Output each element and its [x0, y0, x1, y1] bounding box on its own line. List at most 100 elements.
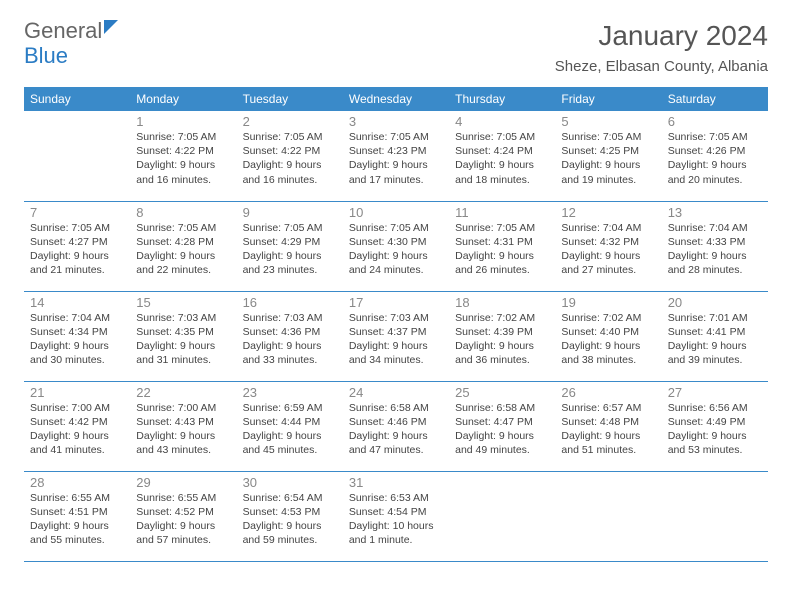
weekday-header: Monday: [130, 87, 236, 111]
calendar-day-cell: 13Sunrise: 7:04 AMSunset: 4:33 PMDayligh…: [662, 201, 768, 291]
day-number: 21: [30, 385, 124, 400]
day-details: Sunrise: 7:05 AMSunset: 4:25 PMDaylight:…: [561, 130, 655, 187]
calendar-day-cell: 17Sunrise: 7:03 AMSunset: 4:37 PMDayligh…: [343, 291, 449, 381]
calendar-week-row: 7Sunrise: 7:05 AMSunset: 4:27 PMDaylight…: [24, 201, 768, 291]
month-title: January 2024: [555, 20, 768, 52]
calendar-day-cell: 19Sunrise: 7:02 AMSunset: 4:40 PMDayligh…: [555, 291, 661, 381]
day-details: Sunrise: 6:54 AMSunset: 4:53 PMDaylight:…: [243, 491, 337, 548]
day-details: Sunrise: 6:57 AMSunset: 4:48 PMDaylight:…: [561, 401, 655, 458]
day-details: Sunrise: 7:03 AMSunset: 4:36 PMDaylight:…: [243, 311, 337, 368]
calendar-week-row: 21Sunrise: 7:00 AMSunset: 4:42 PMDayligh…: [24, 381, 768, 471]
weekday-header: Sunday: [24, 87, 130, 111]
calendar-day-cell: [662, 471, 768, 561]
day-number: 7: [30, 205, 124, 220]
calendar-day-cell: 1Sunrise: 7:05 AMSunset: 4:22 PMDaylight…: [130, 111, 236, 201]
day-number: 30: [243, 475, 337, 490]
calendar-day-cell: 5Sunrise: 7:05 AMSunset: 4:25 PMDaylight…: [555, 111, 661, 201]
day-details: Sunrise: 7:05 AMSunset: 4:22 PMDaylight:…: [243, 130, 337, 187]
day-details: Sunrise: 7:00 AMSunset: 4:42 PMDaylight:…: [30, 401, 124, 458]
day-details: Sunrise: 7:02 AMSunset: 4:40 PMDaylight:…: [561, 311, 655, 368]
day-number: 29: [136, 475, 230, 490]
day-details: Sunrise: 7:05 AMSunset: 4:31 PMDaylight:…: [455, 221, 549, 278]
calendar-day-cell: [24, 111, 130, 201]
calendar-day-cell: 9Sunrise: 7:05 AMSunset: 4:29 PMDaylight…: [237, 201, 343, 291]
calendar-week-row: 28Sunrise: 6:55 AMSunset: 4:51 PMDayligh…: [24, 471, 768, 561]
calendar-day-cell: 2Sunrise: 7:05 AMSunset: 4:22 PMDaylight…: [237, 111, 343, 201]
day-number: 26: [561, 385, 655, 400]
day-number: 1: [136, 114, 230, 129]
day-number: 17: [349, 295, 443, 310]
calendar-day-cell: 29Sunrise: 6:55 AMSunset: 4:52 PMDayligh…: [130, 471, 236, 561]
calendar-day-cell: [555, 471, 661, 561]
day-number: 18: [455, 295, 549, 310]
day-details: Sunrise: 7:03 AMSunset: 4:37 PMDaylight:…: [349, 311, 443, 368]
day-number: 28: [30, 475, 124, 490]
day-number: 11: [455, 205, 549, 220]
day-details: Sunrise: 7:05 AMSunset: 4:30 PMDaylight:…: [349, 221, 443, 278]
calendar-day-cell: 6Sunrise: 7:05 AMSunset: 4:26 PMDaylight…: [662, 111, 768, 201]
calendar-day-cell: 22Sunrise: 7:00 AMSunset: 4:43 PMDayligh…: [130, 381, 236, 471]
day-number: 25: [455, 385, 549, 400]
location-text: Sheze, Elbasan County, Albania: [555, 58, 768, 75]
calendar-day-cell: 28Sunrise: 6:55 AMSunset: 4:51 PMDayligh…: [24, 471, 130, 561]
day-details: Sunrise: 7:04 AMSunset: 4:34 PMDaylight:…: [30, 311, 124, 368]
calendar-body: 1Sunrise: 7:05 AMSunset: 4:22 PMDaylight…: [24, 111, 768, 561]
day-details: Sunrise: 7:05 AMSunset: 4:24 PMDaylight:…: [455, 130, 549, 187]
day-number: 4: [455, 114, 549, 129]
day-number: 5: [561, 114, 655, 129]
day-number: 19: [561, 295, 655, 310]
day-number: 14: [30, 295, 124, 310]
brand-text-1: General: [24, 18, 102, 43]
day-details: Sunrise: 6:58 AMSunset: 4:47 PMDaylight:…: [455, 401, 549, 458]
day-number: 20: [668, 295, 762, 310]
calendar-day-cell: 18Sunrise: 7:02 AMSunset: 4:39 PMDayligh…: [449, 291, 555, 381]
calendar-day-cell: 7Sunrise: 7:05 AMSunset: 4:27 PMDaylight…: [24, 201, 130, 291]
day-details: Sunrise: 7:00 AMSunset: 4:43 PMDaylight:…: [136, 401, 230, 458]
calendar-day-cell: 21Sunrise: 7:00 AMSunset: 4:42 PMDayligh…: [24, 381, 130, 471]
calendar-day-cell: 11Sunrise: 7:05 AMSunset: 4:31 PMDayligh…: [449, 201, 555, 291]
calendar-day-cell: 14Sunrise: 7:04 AMSunset: 4:34 PMDayligh…: [24, 291, 130, 381]
calendar-day-cell: 26Sunrise: 6:57 AMSunset: 4:48 PMDayligh…: [555, 381, 661, 471]
calendar-day-cell: 24Sunrise: 6:58 AMSunset: 4:46 PMDayligh…: [343, 381, 449, 471]
calendar-day-cell: 20Sunrise: 7:01 AMSunset: 4:41 PMDayligh…: [662, 291, 768, 381]
brand-text-2: Blue: [24, 43, 68, 68]
day-number: 12: [561, 205, 655, 220]
title-block: January 2024 Sheze, Elbasan County, Alba…: [555, 20, 768, 75]
day-number: 23: [243, 385, 337, 400]
calendar-day-cell: 3Sunrise: 7:05 AMSunset: 4:23 PMDaylight…: [343, 111, 449, 201]
calendar-day-cell: 31Sunrise: 6:53 AMSunset: 4:54 PMDayligh…: [343, 471, 449, 561]
calendar-day-cell: 4Sunrise: 7:05 AMSunset: 4:24 PMDaylight…: [449, 111, 555, 201]
weekday-header: Friday: [555, 87, 661, 111]
day-details: Sunrise: 7:01 AMSunset: 4:41 PMDaylight:…: [668, 311, 762, 368]
weekday-header-row: Sunday Monday Tuesday Wednesday Thursday…: [24, 87, 768, 111]
day-details: Sunrise: 7:05 AMSunset: 4:22 PMDaylight:…: [136, 130, 230, 187]
day-details: Sunrise: 7:05 AMSunset: 4:28 PMDaylight:…: [136, 221, 230, 278]
day-details: Sunrise: 6:53 AMSunset: 4:54 PMDaylight:…: [349, 491, 443, 548]
day-number: 3: [349, 114, 443, 129]
day-details: Sunrise: 6:55 AMSunset: 4:51 PMDaylight:…: [30, 491, 124, 548]
day-details: Sunrise: 7:04 AMSunset: 4:33 PMDaylight:…: [668, 221, 762, 278]
weekday-header: Tuesday: [237, 87, 343, 111]
day-number: 2: [243, 114, 337, 129]
calendar-day-cell: 15Sunrise: 7:03 AMSunset: 4:35 PMDayligh…: [130, 291, 236, 381]
day-number: 16: [243, 295, 337, 310]
calendar-week-row: 1Sunrise: 7:05 AMSunset: 4:22 PMDaylight…: [24, 111, 768, 201]
calendar-day-cell: 25Sunrise: 6:58 AMSunset: 4:47 PMDayligh…: [449, 381, 555, 471]
day-details: Sunrise: 6:56 AMSunset: 4:49 PMDaylight:…: [668, 401, 762, 458]
day-details: Sunrise: 6:59 AMSunset: 4:44 PMDaylight:…: [243, 401, 337, 458]
day-number: 31: [349, 475, 443, 490]
day-details: Sunrise: 7:05 AMSunset: 4:23 PMDaylight:…: [349, 130, 443, 187]
calendar-day-cell: 30Sunrise: 6:54 AMSunset: 4:53 PMDayligh…: [237, 471, 343, 561]
calendar-day-cell: 8Sunrise: 7:05 AMSunset: 4:28 PMDaylight…: [130, 201, 236, 291]
brand-logo: General Blue: [24, 20, 118, 69]
calendar-day-cell: [449, 471, 555, 561]
day-details: Sunrise: 7:05 AMSunset: 4:29 PMDaylight:…: [243, 221, 337, 278]
weekday-header: Wednesday: [343, 87, 449, 111]
day-number: 15: [136, 295, 230, 310]
calendar-day-cell: 27Sunrise: 6:56 AMSunset: 4:49 PMDayligh…: [662, 381, 768, 471]
day-details: Sunrise: 6:55 AMSunset: 4:52 PMDaylight:…: [136, 491, 230, 548]
day-number: 6: [668, 114, 762, 129]
weekday-header: Saturday: [662, 87, 768, 111]
day-number: 22: [136, 385, 230, 400]
calendar-day-cell: 10Sunrise: 7:05 AMSunset: 4:30 PMDayligh…: [343, 201, 449, 291]
